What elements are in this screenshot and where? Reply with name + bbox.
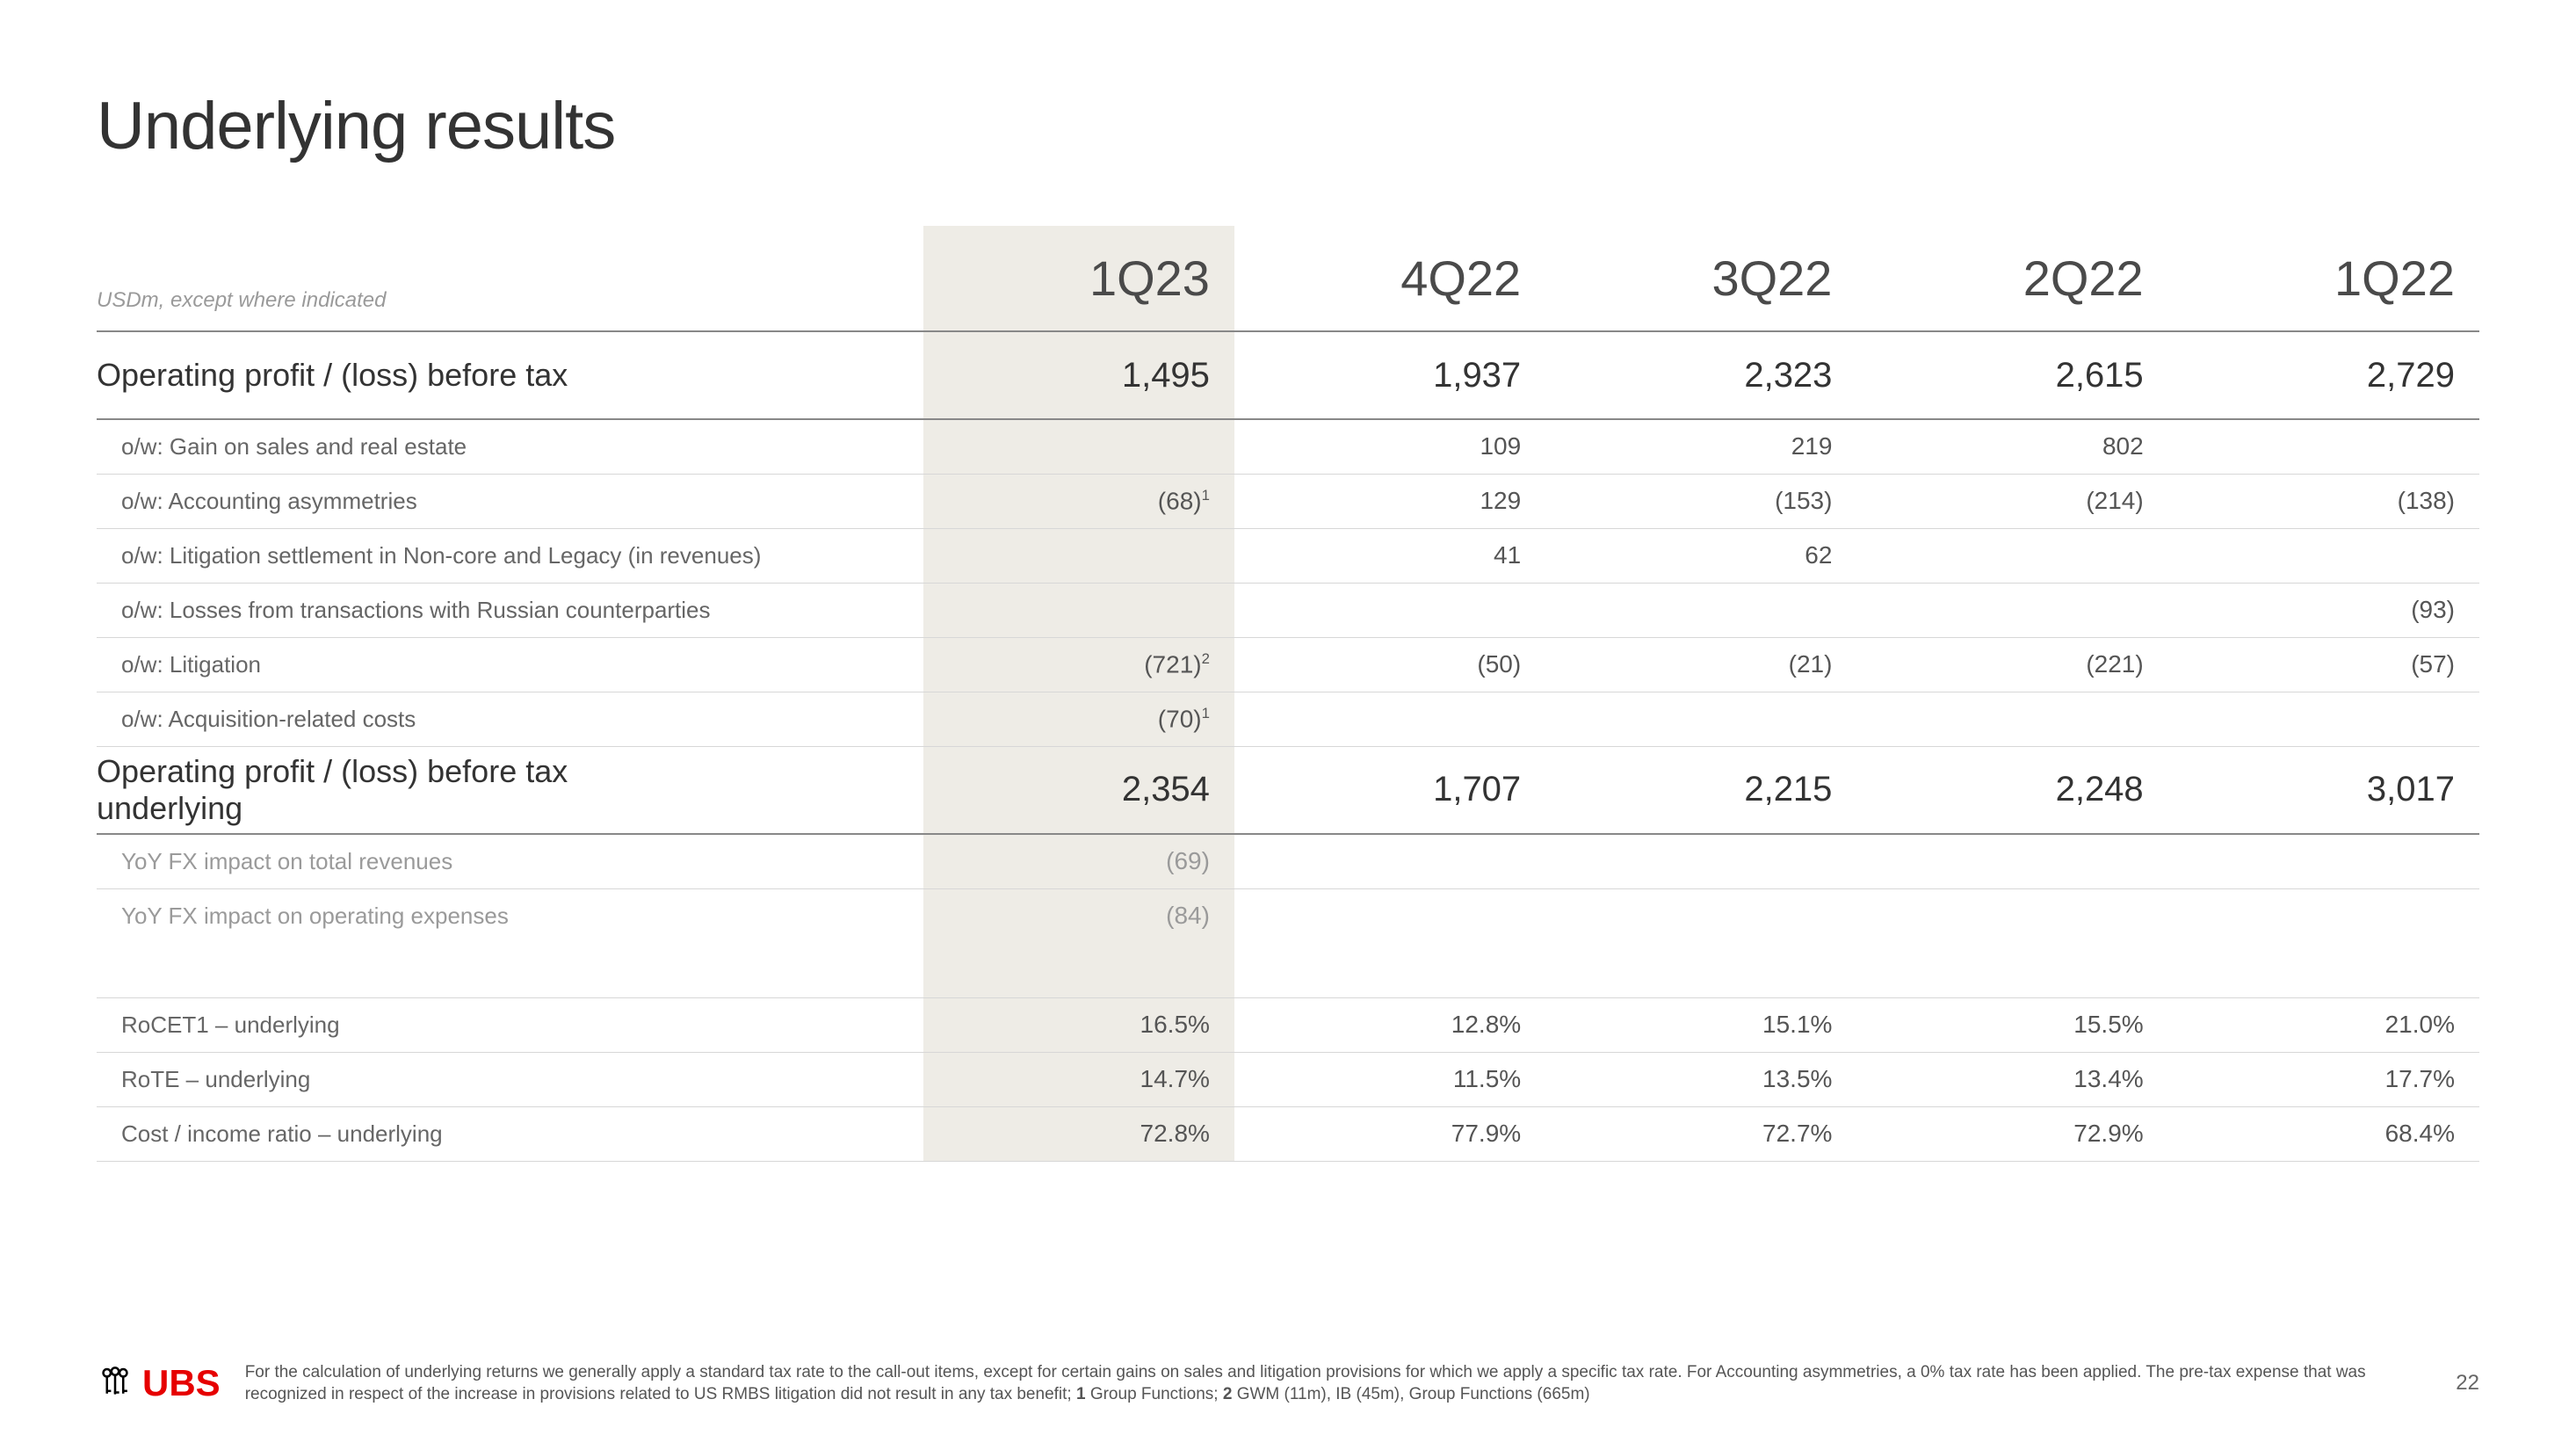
cell-value: 72.9% [1856,1106,2167,1161]
cell-value: 2,354 [923,746,1234,834]
cell-value: (221) [1856,637,2167,692]
cell-value [1856,583,2167,637]
row-label: Operating profit / (loss) before taxunde… [97,746,923,834]
cell-value [1856,834,2167,888]
cell-value: 2,215 [1545,746,1856,834]
column-header: 1Q23 [923,226,1234,331]
cell-value: 62 [1545,528,1856,583]
column-header: 1Q22 [2168,226,2479,331]
page-number: 22 [2420,1371,2479,1396]
cell-value: (721)2 [923,637,1234,692]
cell-value [2168,692,2479,746]
cell-value: 1,707 [1234,746,1545,834]
cell-value: 72.7% [1545,1106,1856,1161]
cell-value [1545,692,1856,746]
cell-value [923,583,1234,637]
row-label: o/w: Gain on sales and real estate [97,419,923,474]
column-header: 3Q22 [1545,226,1856,331]
row-label: o/w: Litigation settlement in Non-core a… [97,528,923,583]
cell-value: 2,248 [1856,746,2167,834]
cell-value: 1,495 [923,331,1234,419]
cell-value: (138) [2168,474,2479,528]
cell-value: 12.8% [1234,997,1545,1052]
cell-value [2168,528,2479,583]
row-label: Operating profit / (loss) before tax [97,331,923,419]
cell-value: 2,323 [1545,331,1856,419]
ubs-keys-icon [97,1365,134,1402]
cell-value [923,528,1234,583]
ubs-logo: UBS [97,1362,221,1404]
row-label: o/w: Accounting asymmetries [97,474,923,528]
cell-value: 2,729 [2168,331,2479,419]
column-header: 4Q22 [1234,226,1545,331]
footnote-text: For the calculation of underlying return… [245,1361,2397,1406]
slide-title: Underlying results [97,88,2479,164]
cell-value [2168,888,2479,943]
row-label: o/w: Litigation [97,637,923,692]
column-header: 2Q22 [1856,226,2167,331]
cell-value [1856,888,2167,943]
row-label: o/w: Losses from transactions with Russi… [97,583,923,637]
cell-value: 3,017 [2168,746,2479,834]
cell-value: (153) [1545,474,1856,528]
ubs-logo-text: UBS [142,1362,221,1404]
cell-value: 77.9% [1234,1106,1545,1161]
cell-value: 802 [1856,419,2167,474]
row-label: RoCET1 – underlying [97,997,923,1052]
cell-value: 15.1% [1545,997,1856,1052]
row-label: YoY FX impact on total revenues [97,834,923,888]
cell-value: 13.5% [1545,1052,1856,1106]
cell-value [1856,692,2167,746]
cell-value: 68.4% [2168,1106,2479,1161]
cell-value [1856,528,2167,583]
cell-value: 72.8% [923,1106,1234,1161]
cell-value [2168,419,2479,474]
cell-value: (68)1 [923,474,1234,528]
results-table: USDm, except where indicated1Q234Q223Q22… [97,226,2479,1162]
table-subtitle: USDm, except where indicated [97,226,923,331]
cell-value: 129 [1234,474,1545,528]
cell-value: (57) [2168,637,2479,692]
cell-value: (50) [1234,637,1545,692]
row-label: Cost / income ratio – underlying [97,1106,923,1161]
cell-value [1545,888,1856,943]
cell-value: 11.5% [1234,1052,1545,1106]
cell-value: 14.7% [923,1052,1234,1106]
cell-value: (69) [923,834,1234,888]
cell-value: (84) [923,888,1234,943]
cell-value: 109 [1234,419,1545,474]
cell-value [1545,583,1856,637]
cell-value: 13.4% [1856,1052,2167,1106]
cell-value: (70)1 [923,692,1234,746]
cell-value [1234,888,1545,943]
cell-value [1234,692,1545,746]
row-label: RoTE – underlying [97,1052,923,1106]
cell-value: (93) [2168,583,2479,637]
cell-value [923,419,1234,474]
cell-value: 17.7% [2168,1052,2479,1106]
cell-value [1234,834,1545,888]
cell-value: 1,937 [1234,331,1545,419]
cell-value: 16.5% [923,997,1234,1052]
row-label: YoY FX impact on operating expenses [97,888,923,943]
cell-value: 41 [1234,528,1545,583]
cell-value: 219 [1545,419,1856,474]
cell-value: (214) [1856,474,2167,528]
cell-value: (21) [1545,637,1856,692]
row-label: o/w: Acquisition-related costs [97,692,923,746]
cell-value: 15.5% [1856,997,2167,1052]
cell-value: 21.0% [2168,997,2479,1052]
cell-value [1545,834,1856,888]
cell-value [1234,583,1545,637]
cell-value: 2,615 [1856,331,2167,419]
cell-value [2168,834,2479,888]
